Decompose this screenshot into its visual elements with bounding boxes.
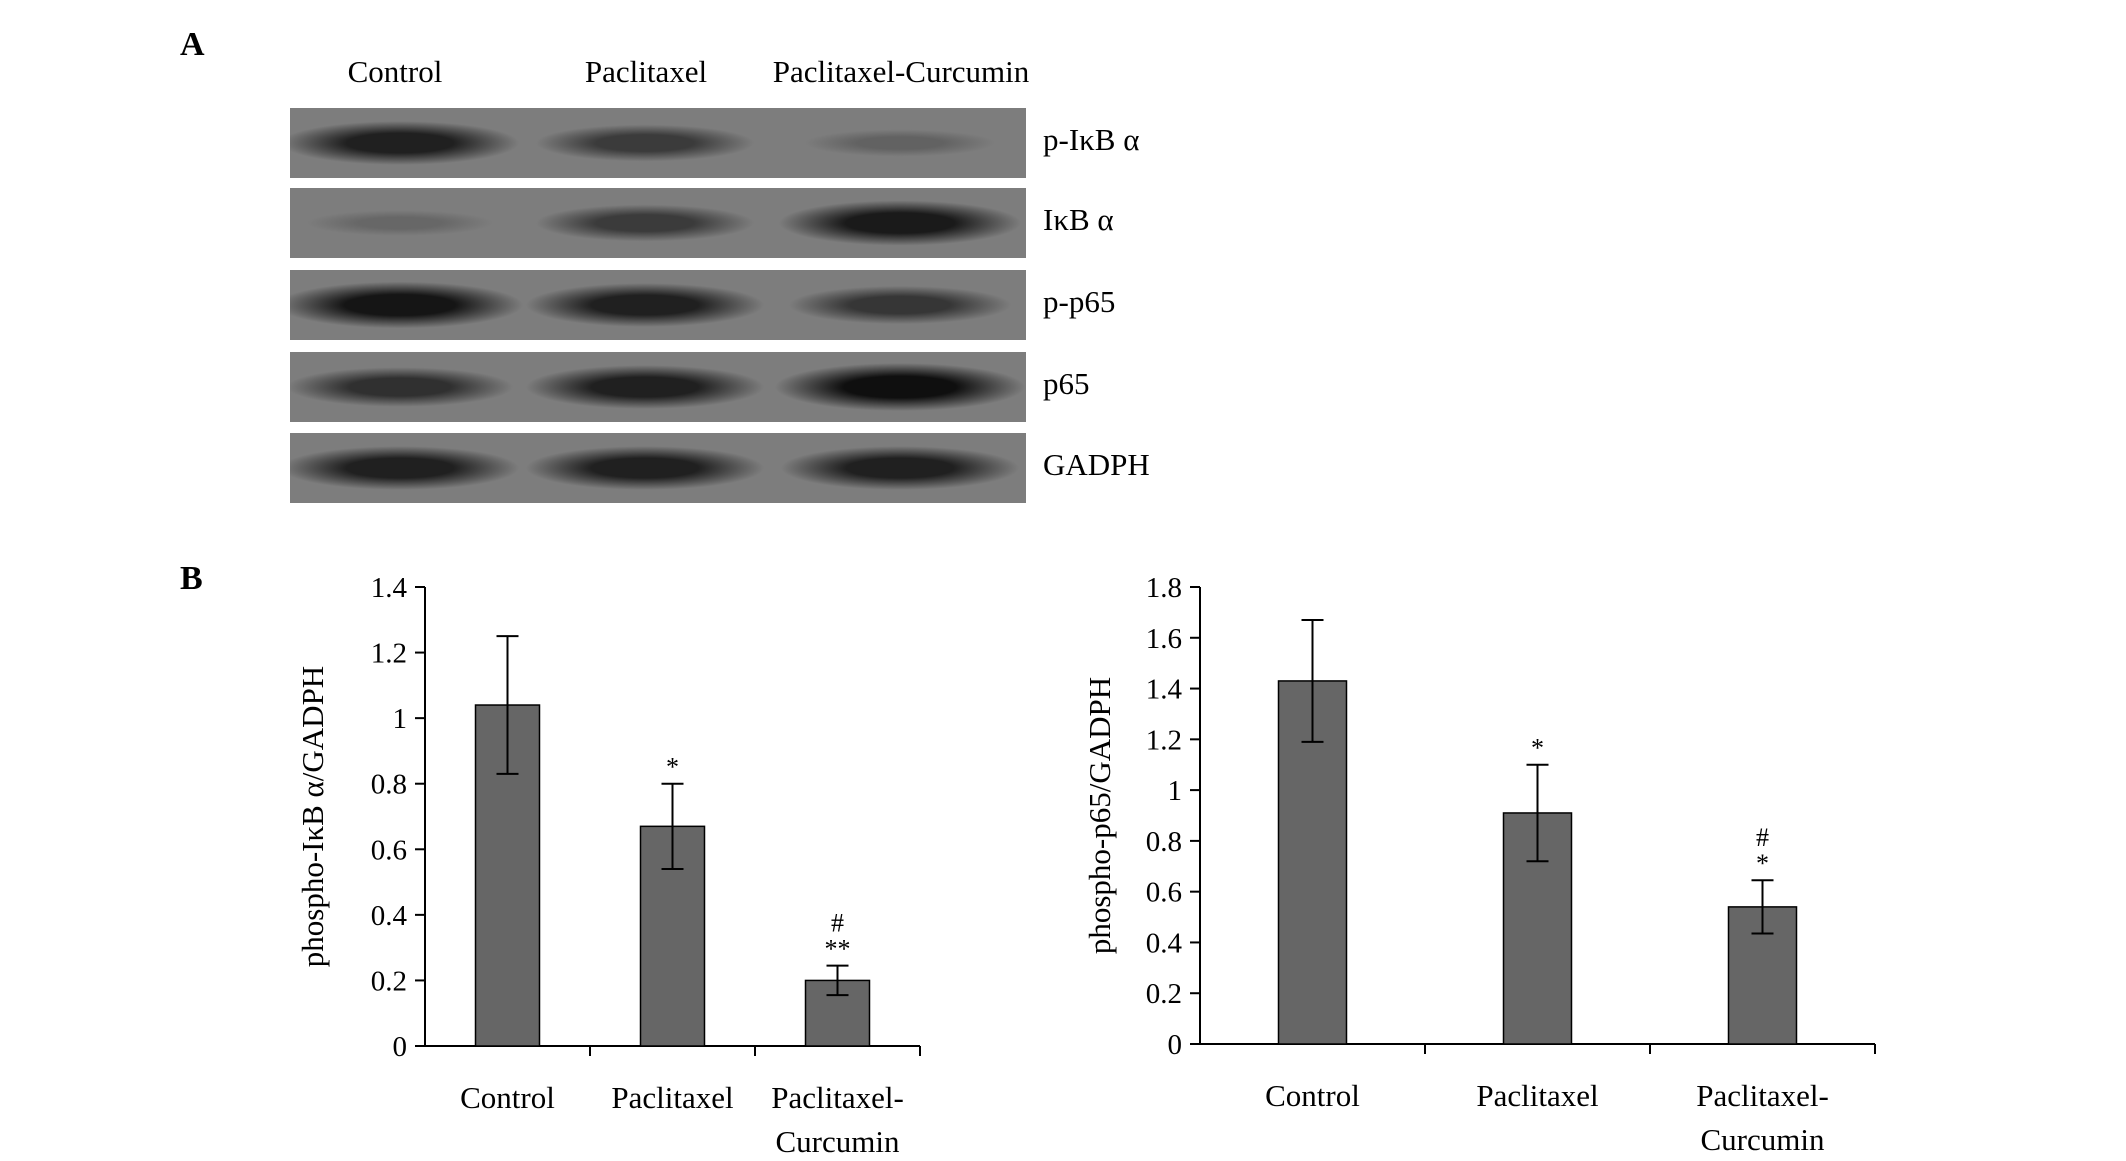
- y-tick-label: 1: [393, 703, 408, 735]
- category-label: Control: [460, 1080, 555, 1115]
- phospho-ikba-bar-chart: 0 0.2 0.4 0.6 0.8 1 1.2 1.4 Control * Paclitaxel #*…: [295, 572, 921, 1159]
- blot-protein-label: GADPH: [1043, 447, 1150, 482]
- y-tick-label: 1.2: [1146, 724, 1182, 756]
- significance-mark: *: [1531, 734, 1544, 763]
- category-label: Control: [1265, 1078, 1360, 1113]
- category-label: Curcumin: [1701, 1122, 1825, 1157]
- lane-label-control: Control: [347, 54, 443, 89]
- y-axis-label: phospho-p65/GADPH: [1082, 677, 1117, 954]
- blot-protein-label: p-IκB α: [1043, 122, 1140, 157]
- category-label: Curcumin: [776, 1124, 900, 1159]
- y-tick-label: 1.8: [1146, 572, 1182, 604]
- blot-strip: [290, 352, 1026, 422]
- category-label: Paclitaxel-: [1696, 1078, 1829, 1113]
- significance-mark: *: [666, 753, 679, 782]
- phospho-p65-bar-chart: 0 0.2 0.4 0.6 0.8 1 1.2 1.4 1.6 1.8 Control * Paclit…: [1082, 572, 1876, 1157]
- y-tick-label: 0.2: [371, 965, 407, 997]
- y-tick-label: 0.8: [371, 769, 407, 801]
- category-label: Paclitaxel: [611, 1080, 733, 1115]
- blot-strip: [290, 433, 1026, 503]
- significance-mark: #: [1756, 823, 1769, 852]
- y-tick-label: 0.6: [1146, 877, 1182, 909]
- y-tick-label: 1.6: [1146, 623, 1182, 655]
- blot-strip: [290, 188, 1026, 258]
- y-tick-label: 0.8: [1146, 826, 1182, 858]
- y-axis-label: phospho-IκB α/GADPH: [295, 666, 330, 967]
- significance-mark: **: [825, 935, 851, 964]
- panel-b-letter: B: [180, 560, 203, 597]
- y-tick-label: 0.4: [371, 900, 408, 932]
- y-tick-label: 0.6: [371, 834, 407, 866]
- blot-strip: [290, 108, 1026, 178]
- category-label: Paclitaxel: [1476, 1078, 1598, 1113]
- y-tick-label: 0.2: [1146, 978, 1182, 1010]
- lane-label-paclitaxel-curcumin: Paclitaxel-Curcumin: [772, 54, 1030, 89]
- y-tick-label: 0: [1168, 1029, 1183, 1061]
- significance-mark: #: [831, 909, 844, 938]
- y-tick-label: 1: [1168, 775, 1183, 807]
- category-label: Paclitaxel-: [771, 1080, 904, 1115]
- y-tick-label: 1.4: [1146, 674, 1183, 706]
- blot-protein-label: p-p65: [1043, 284, 1116, 319]
- significance-mark: *: [1756, 849, 1769, 878]
- panel-a-letter: A: [180, 26, 205, 63]
- y-tick-label: 0: [393, 1031, 408, 1063]
- y-tick-label: 1.2: [371, 638, 407, 670]
- y-tick-label: 1.4: [371, 572, 408, 604]
- blot-protein-label: IκB α: [1043, 202, 1114, 237]
- y-tick-label: 0.4: [1146, 927, 1183, 959]
- blot-protein-label: p65: [1043, 366, 1090, 401]
- lane-label-paclitaxel: Paclitaxel: [584, 54, 708, 89]
- blot-strip: [290, 270, 1026, 340]
